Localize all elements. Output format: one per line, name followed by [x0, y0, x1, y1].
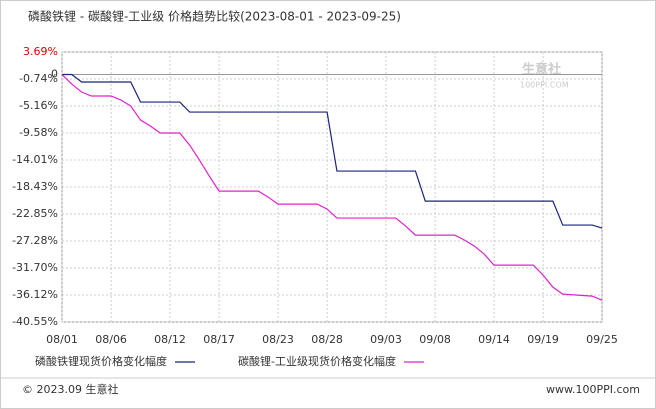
y-tick-label: -5.16% — [19, 99, 58, 112]
y-tick-label: -36.12% — [12, 288, 58, 301]
y-tick-label: 0 — [51, 68, 58, 81]
y-tick-label: -18.43% — [12, 180, 58, 193]
y-tick-label: -14.01% — [12, 153, 58, 166]
series-line — [62, 73, 603, 229]
legend-label: 碳酸锂-工业级现货价格变化幅度 — [238, 354, 396, 368]
x-tick-label: 09/25 — [586, 333, 618, 346]
y-tick-label: -22.85% — [12, 207, 58, 220]
x-tick-label: 09/03 — [370, 333, 402, 346]
y-tick-label: -40.55% — [12, 315, 58, 328]
y-tick-label: 3.69% — [23, 45, 58, 58]
x-tick-label: 09/08 — [419, 333, 451, 346]
watermark: 生意社 — [522, 62, 561, 78]
x-tick-label: 08/01 — [46, 333, 78, 346]
footer: © 2023.09 生意社 — [22, 382, 118, 396]
x-tick-label: 08/28 — [311, 333, 343, 346]
x-tick-label: 08/17 — [203, 333, 235, 346]
x-tick-label: 09/19 — [527, 333, 559, 346]
chart-title: 磷酸铁锂 - 碳酸锂-工业级 价格趋势比较(2023-08-01 - 2023-… — [28, 9, 401, 24]
watermark-sub: 100PPI.COM — [520, 81, 569, 90]
y-tick-label: -0.74% — [19, 72, 58, 85]
series-line — [61, 74, 603, 301]
x-tick-label: 08/12 — [154, 333, 186, 346]
y-tick-label: -27.28% — [12, 234, 58, 247]
x-tick-label: 08/06 — [95, 333, 127, 346]
source: www.100PPI.com — [546, 383, 640, 396]
y-tick-label: -9.58% — [19, 126, 58, 139]
y-tick-label: -31.70% — [12, 261, 58, 274]
x-tick-label: 08/23 — [262, 333, 294, 346]
legend-label: 磷酸铁锂现货价格变化幅度 — [35, 354, 167, 368]
x-tick-label: 09/14 — [478, 333, 510, 346]
